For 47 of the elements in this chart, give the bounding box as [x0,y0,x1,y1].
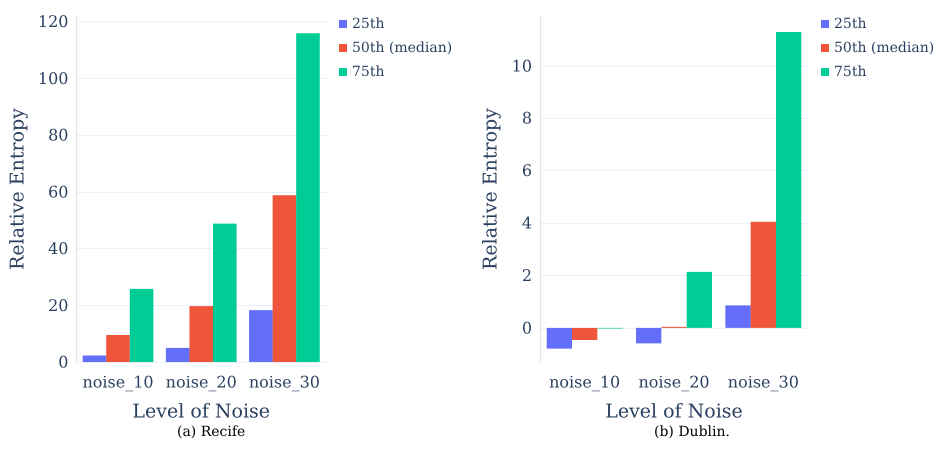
legend-label: 75th [352,64,384,80]
y-tick-label: 20 [48,296,68,315]
y-tick-label: 60 [48,182,68,202]
x-tick-label: noise_30 [248,372,320,392]
y-tick-label: 80 [48,126,68,145]
bar [725,305,751,328]
y-tick-label: 100 [38,68,68,88]
bar [106,335,130,362]
bar [213,224,237,362]
y-tick-label: 4 [522,214,532,233]
text: (b) Dublin. [654,424,730,440]
legend-label: 50th (median) [834,40,934,56]
y-tick-label: 10 [512,56,532,76]
legend-label: 50th (median) [352,40,452,56]
bar [686,272,712,328]
x-axis-title: Level of Noise [605,400,743,422]
bar [636,328,662,344]
x-tick-label: noise_10 [82,372,154,392]
y-tick-label: 120 [38,12,68,32]
y-tick-label: 0 [58,352,68,372]
x-tick-label: noise_10 [549,372,620,392]
x-tick-label: noise_20 [166,372,237,392]
y-tick-label: 8 [522,108,532,128]
y-tick-label: 6 [522,161,532,180]
bar [82,355,106,362]
bar [776,32,802,328]
bar [546,328,572,349]
x-tick-label: noise_30 [728,372,799,392]
y-tick-label: 0 [522,318,532,338]
x-tick-label: noise_20 [638,372,710,392]
bar [166,348,190,362]
y-tick-label: 40 [48,239,68,258]
bar [750,222,776,328]
text: (a) Recife [177,424,246,440]
bar [296,33,320,362]
bar [130,288,154,362]
bar [272,195,296,362]
y-axis-title: Relative Entropy [480,108,502,270]
legend-label: 25th [834,16,866,32]
legend-label: 25th [352,16,384,32]
x-axis-title: Level of Noise [132,400,270,422]
y-tick-label: 2 [522,266,532,285]
y-axis-title: Relative Entropy [6,108,28,270]
bar [189,306,214,362]
bar [572,328,598,340]
bar [249,310,273,362]
legend-label: 75th [834,64,866,80]
